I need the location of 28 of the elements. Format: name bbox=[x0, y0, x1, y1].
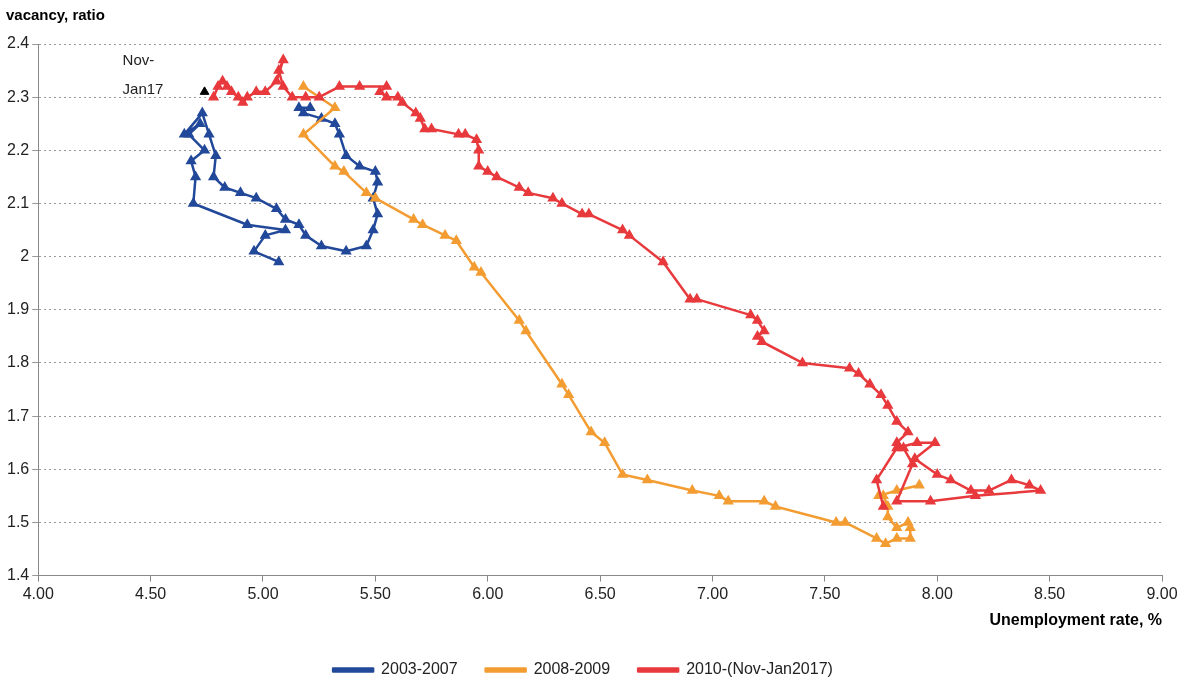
x-tick-label: 6.50 bbox=[584, 584, 616, 602]
x-tick-label: 9.00 bbox=[1146, 584, 1178, 602]
legend-label: 2010-(Nov-Jan2017) bbox=[686, 660, 833, 678]
x-tick-label: 4.00 bbox=[22, 584, 54, 602]
x-tick-label: 5.00 bbox=[247, 584, 279, 602]
y-tick-label: 2 bbox=[20, 247, 30, 265]
y-tick-label: 2.4 bbox=[6, 34, 30, 52]
y-tick-label: 2.3 bbox=[6, 87, 30, 105]
y-tick-label: 1.8 bbox=[6, 353, 30, 371]
x-axis-title: Unemployment rate, % bbox=[989, 610, 1162, 628]
x-tick-label: 8.50 bbox=[1034, 584, 1066, 602]
y-tick-label: 2.2 bbox=[6, 140, 30, 158]
y-tick-label: 1.7 bbox=[6, 406, 30, 424]
x-tick-label: 7.00 bbox=[696, 584, 729, 602]
x-tick-label: 4.50 bbox=[135, 584, 167, 602]
y-tick-label: 1.4 bbox=[6, 566, 30, 584]
x-tick-label: 7.50 bbox=[809, 584, 841, 602]
y-tick-label: 1.9 bbox=[6, 300, 30, 318]
y-tick-label: 1.6 bbox=[6, 459, 30, 477]
y-tick-label: 2.1 bbox=[6, 193, 30, 211]
y-tick-label: 1.5 bbox=[6, 512, 30, 530]
x-tick-label: 8.00 bbox=[921, 584, 953, 602]
legend-label: 2008-2009 bbox=[533, 660, 611, 678]
y-axis-title: vacancy, ratio bbox=[6, 5, 105, 23]
annotation: Nov-Jan17 bbox=[122, 50, 164, 97]
legend-label: 2003-2007 bbox=[381, 660, 458, 678]
x-tick-label: 6.00 bbox=[472, 584, 504, 602]
x-tick-label: 5.50 bbox=[359, 584, 392, 602]
